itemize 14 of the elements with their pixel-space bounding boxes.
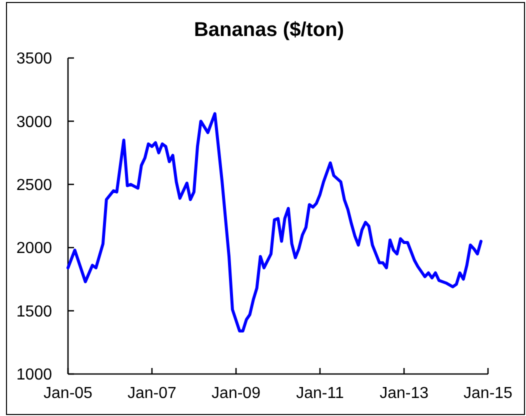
y-tick-label: 1000 [16, 366, 52, 384]
y-tick-label: 1500 [16, 303, 52, 320]
x-tick-label: Jan-09 [212, 385, 261, 402]
x-tick-label: Jan-13 [380, 385, 429, 402]
x-tick-label: Jan-07 [127, 385, 177, 402]
y-tick-label: 3500 [16, 50, 52, 68]
chart-title: Bananas ($/ton) [194, 19, 344, 41]
line-series [66, 112, 482, 333]
x-tick-label: Jan-05 [44, 385, 93, 402]
x-tick-label: Jan-11 [296, 385, 344, 402]
y-tick-label: 2000 [16, 240, 52, 258]
y-tick-label: 3000 [16, 114, 52, 131]
y-tick-label: 2500 [16, 177, 52, 194]
x-tick-label: Jan-15 [464, 385, 513, 402]
